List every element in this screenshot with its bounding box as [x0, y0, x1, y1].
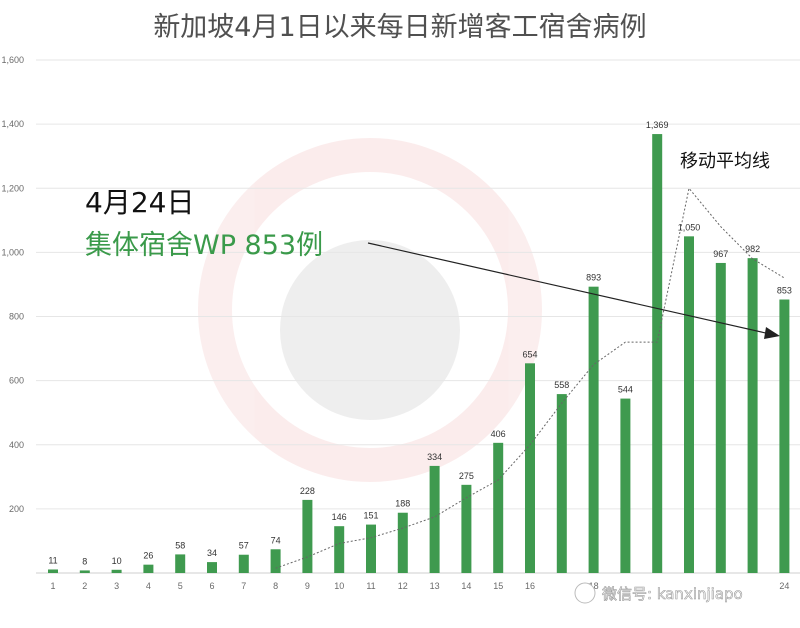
bar: [366, 524, 376, 573]
bar: [270, 549, 281, 573]
bar: [207, 562, 217, 573]
data-label: 982: [745, 244, 760, 254]
data-label: 275: [459, 471, 474, 481]
moving-average-line: [275, 187, 785, 569]
annotation-moving-average: 移动平均线: [680, 151, 770, 172]
chart-title: 新加坡4月1日以来每日新增客工宿舍病例: [153, 12, 646, 43]
bar: [429, 465, 440, 573]
data-label: 1,369: [646, 120, 669, 130]
data-label: 26: [143, 551, 153, 561]
bar: [715, 262, 726, 573]
bar: [302, 499, 313, 573]
data-label: 146: [332, 512, 347, 522]
y-tick-label: 1,400: [1, 119, 24, 129]
x-tick-label: 10: [334, 581, 344, 591]
data-label: 10: [112, 556, 122, 566]
y-tick-label: 400: [9, 440, 24, 450]
data-label: 654: [522, 349, 537, 359]
x-tick-label: 15: [493, 581, 503, 591]
data-label: 967: [713, 249, 728, 259]
bar: [652, 134, 663, 573]
x-tick-label: 4: [146, 581, 151, 591]
data-label: 188: [395, 499, 410, 509]
data-label: 57: [239, 541, 249, 551]
bar: [143, 564, 154, 573]
data-label: 406: [491, 429, 506, 439]
data-label: 1,050: [678, 222, 701, 232]
x-tick-label: 9: [305, 581, 310, 591]
data-label: 334: [427, 452, 442, 462]
bars: [48, 134, 790, 573]
bar: [493, 442, 504, 573]
y-tick-label: 200: [9, 504, 24, 514]
bar: [525, 363, 535, 573]
bar: [779, 299, 790, 573]
data-label: 558: [554, 380, 569, 390]
gridlines: [36, 59, 800, 574]
y-tick-label: 1,600: [1, 55, 24, 65]
data-label: 11: [48, 555, 57, 565]
data-label: 8: [82, 556, 87, 566]
moving-average: [275, 187, 785, 569]
bar: [397, 512, 408, 573]
x-axis-ticks: 1 2 3 4 5 6 7 8 9 10 11 12 13 14 15 16 18 24: [50, 581, 789, 591]
bar: [556, 394, 567, 573]
bar: [747, 258, 758, 573]
x-tick-label: 12: [398, 581, 408, 591]
wechat-watermark: 微信号: kanxinjiapo: [574, 582, 743, 604]
data-label: 544: [618, 385, 633, 395]
x-tick-label: 1: [50, 581, 55, 591]
data-label: 74: [271, 535, 281, 545]
annotation-date: 4月24日: [85, 186, 194, 219]
watermark-account: 微信号: kanxinjiapo: [602, 585, 743, 603]
x-tick-label: 7: [241, 581, 246, 591]
bar: [79, 570, 90, 573]
bar: [588, 286, 599, 573]
bar: [334, 526, 345, 573]
bar: [620, 398, 631, 573]
y-tick-label: 1,000: [1, 247, 24, 257]
x-tick-label: 8: [273, 581, 278, 591]
annotation-arrow: [367, 242, 771, 335]
x-tick-label: 14: [461, 581, 471, 591]
x-tick-label: 2: [82, 581, 87, 591]
arrow-head: [764, 327, 780, 339]
x-tick-label: 5: [178, 581, 183, 591]
y-tick-label: 800: [9, 312, 24, 322]
x-tick-label: 16: [525, 581, 535, 591]
x-tick-label: 24: [779, 581, 789, 591]
data-label: 228: [300, 486, 315, 496]
x-tick-label: 6: [209, 581, 214, 591]
data-label: 853: [777, 286, 792, 296]
bar: [111, 569, 122, 573]
value-labels: 11 8 10 26 58 34 57 74 228 146 151 188 334 275 406 654 5…: [48, 120, 792, 566]
bar: [461, 484, 472, 573]
y-axis-ticks: 200 400 600 800 1,000 1,200 1,400 1,600: [1, 55, 24, 514]
bar: [684, 236, 694, 573]
data-label: 58: [175, 540, 185, 550]
x-tick-label: 18: [589, 581, 599, 591]
bar: [238, 554, 249, 573]
x-tick-label: 3: [114, 581, 119, 591]
data-label: 34: [207, 548, 217, 558]
watermark-logo: [198, 138, 542, 482]
annotation-dorm-cases: 集体宿舍WP 853例: [85, 230, 323, 261]
data-label: 151: [363, 511, 378, 521]
y-tick-label: 600: [9, 376, 24, 386]
wechat-icon: [574, 582, 596, 604]
x-tick-label: 13: [430, 581, 440, 591]
bar: [48, 569, 58, 573]
y-tick-label: 1,200: [1, 183, 24, 193]
bar: [175, 554, 186, 573]
data-label: 893: [586, 273, 601, 283]
x-tick-label: 11: [366, 581, 375, 591]
